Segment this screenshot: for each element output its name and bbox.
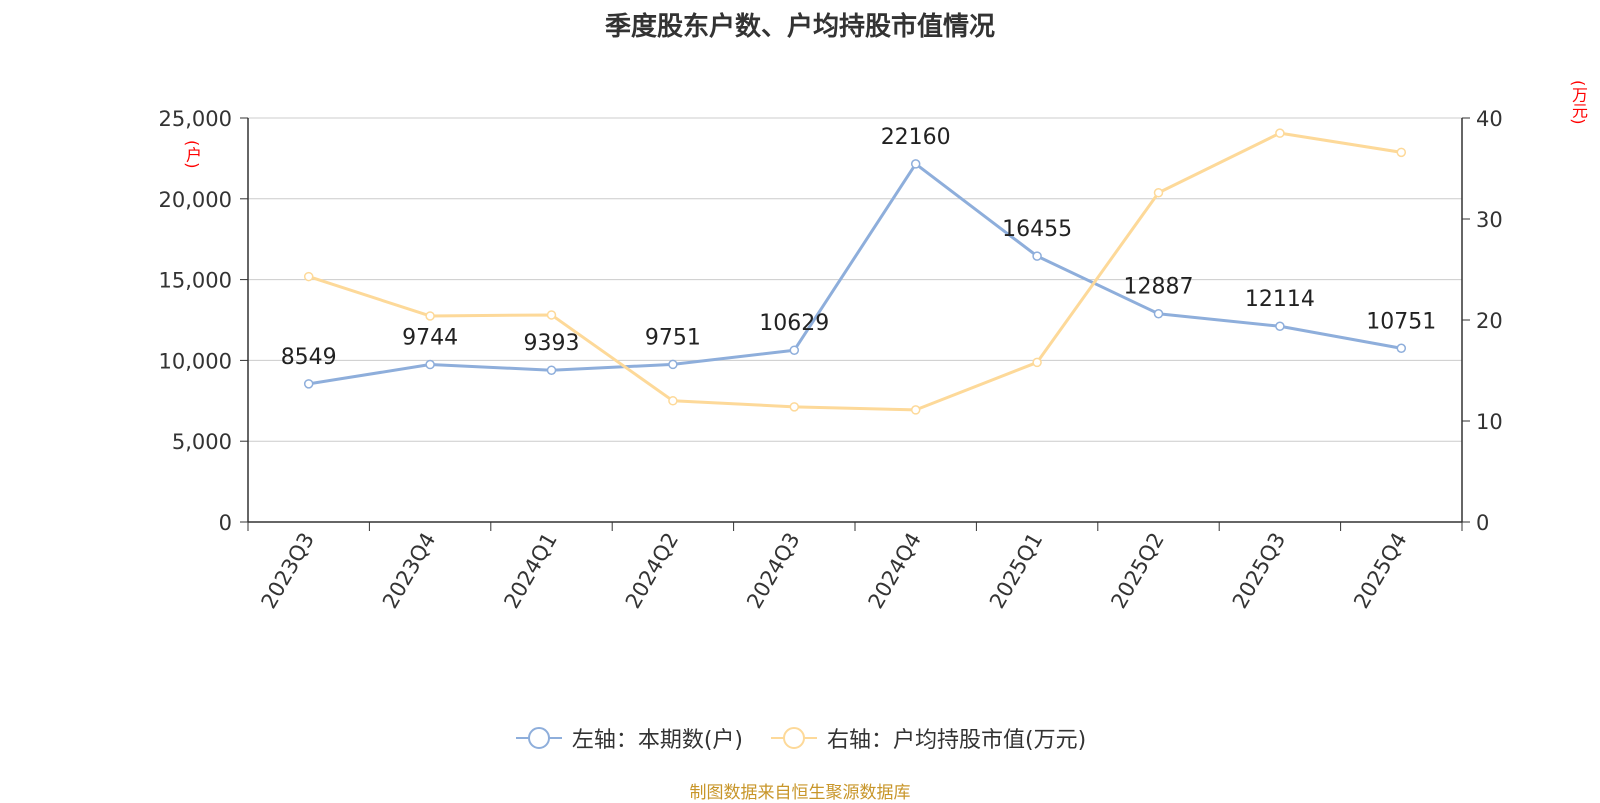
data-label: 12114: [1245, 287, 1315, 312]
x-axis-tick-label: 2023Q4: [378, 529, 440, 613]
right-axis-tick-label: 20: [1476, 309, 1503, 333]
series-lines: [303, 128, 1407, 415]
series-line-1: [308, 131, 1402, 412]
data-point: [789, 402, 800, 412]
data-point: [1275, 128, 1285, 138]
axes: 0 5,000 10,000 15,000 20,000 25,000 0 10 20 30 40 2…: [159, 107, 1503, 613]
data-label: 9393: [524, 331, 580, 356]
x-axis-tick-label: 2024Q1: [499, 529, 561, 613]
data-point: [425, 311, 435, 321]
data-point: [1396, 147, 1407, 158]
data-point: [789, 345, 800, 355]
legend-marker-right-icon: [771, 727, 817, 749]
data-point: [303, 379, 314, 389]
left-axis-tick-label: 10,000: [159, 349, 232, 373]
left-axis-tick-label: 15,000: [159, 269, 232, 293]
data-label: 16455: [1002, 217, 1072, 242]
data-point: [1153, 187, 1164, 198]
grid-lines: [248, 117, 1462, 442]
chart-title: 季度股东户数、户均持股市值情况: [604, 12, 995, 42]
data-label: 8549: [281, 345, 337, 370]
left-axis-unit: (户): [183, 140, 202, 169]
right-axis-tick-label: 40: [1476, 107, 1503, 131]
x-axis-tick-label: 2023Q3: [257, 529, 319, 613]
right-axis-tick-label: 10: [1476, 410, 1503, 434]
left-axis-tick-label: 20,000: [159, 188, 232, 212]
data-point: [668, 359, 678, 370]
data-label: 22160: [881, 125, 951, 150]
legend-item-left-series[interactable]: 左轴：本期数(户): [514, 722, 743, 754]
legend-label-left-series: 左轴：本期数(户): [571, 728, 743, 753]
legend-label-right-series: 右轴：户均持股市值(万元): [827, 728, 1087, 753]
data-label: 12887: [1124, 275, 1194, 300]
left-axis-tick-label: 25,000: [159, 107, 232, 131]
data-point: [546, 310, 557, 320]
data-point: [910, 405, 921, 415]
series-line-0: [308, 162, 1402, 386]
x-axis-tick-label: 2024Q4: [864, 529, 926, 613]
data-point: [1153, 308, 1164, 319]
x-axis-tick-label: 2024Q2: [621, 529, 683, 613]
data-point: [425, 359, 435, 370]
data-point: [303, 271, 314, 282]
data-point: [668, 396, 678, 406]
data-point: [1032, 357, 1042, 368]
right-axis-unit: (万元): [1569, 80, 1588, 125]
x-axis-tick-label: 2024Q3: [742, 529, 804, 613]
right-axis-tick-label: 0: [1476, 511, 1489, 535]
left-axis-tick-label: 0: [219, 511, 232, 535]
x-axis-tick-label: 2025Q2: [1106, 529, 1168, 613]
data-point: [1275, 321, 1285, 331]
x-axis-tick-label: 2025Q4: [1349, 529, 1411, 613]
data-labels: 8549 9744 9393 9751 10629 22160 16455 12887 1211…: [281, 125, 1437, 370]
x-axis-tick-label: 2025Q3: [1228, 529, 1290, 613]
legend-marker-left-icon: [515, 727, 562, 749]
data-label: 10751: [1366, 309, 1436, 334]
data-label: 10629: [759, 311, 829, 336]
legend: 左轴：本期数(户) 右轴：户均持股市值(万元): [0, 718, 1600, 758]
data-label: 9751: [645, 325, 701, 350]
data-source-note: 制图数据来自恒生聚源数据库: [689, 783, 911, 803]
data-label: 9744: [402, 326, 458, 351]
data-point: [546, 365, 557, 375]
x-axis-tick-label: 2025Q1: [985, 529, 1047, 613]
right-axis-tick-label: 30: [1476, 208, 1503, 232]
data-point: [1032, 251, 1042, 261]
data-point: [910, 159, 921, 169]
line-chart: 0 5,000 10,000 15,000 20,000 25,000 0 10 20 30 40 2…: [159, 107, 1503, 613]
data-point: [1396, 343, 1407, 354]
legend-item-right-series[interactable]: 右轴：户均持股市值(万元): [769, 722, 1086, 754]
left-axis-tick-label: 5,000: [172, 430, 232, 454]
